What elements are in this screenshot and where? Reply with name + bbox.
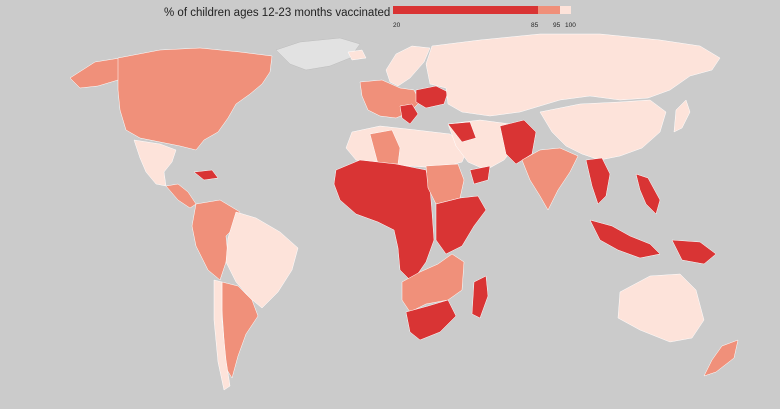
region-southern-africa-low [405,299,457,341]
region-west-central-africa [333,159,435,283]
legend-segment-low [393,6,538,14]
region-southeast-asia [585,157,611,205]
region-afghanistan-pakistan [499,119,537,165]
region-new-zealand [703,339,739,377]
region-greenland [275,37,361,71]
region-russia [425,33,721,117]
legend-tick-100: 100 [565,22,576,29]
region-chile [213,279,231,391]
legend-title: % of children ages 12-23 months vaccinat… [164,7,391,19]
legend-tick-85: 85 [531,22,539,29]
region-east-africa [435,195,487,255]
region-australia [617,273,705,343]
region-southern-africa-mid [401,253,465,313]
region-algeria [369,129,401,165]
region-syria-iraq [447,121,477,143]
region-scandinavia [385,45,431,87]
legend-tick-95: 95 [553,22,561,29]
region-caribbean [193,169,219,181]
region-central-america [165,183,197,209]
region-north-america [117,47,273,151]
region-papua [671,239,717,265]
region-yemen [469,165,491,185]
region-balkans [399,103,419,125]
legend-segment-mid [537,6,560,14]
region-indonesia [589,219,661,259]
region-southern-cone [221,281,259,379]
region-india [521,147,579,211]
region-ukraine [415,85,449,109]
legend-segment-high [559,6,571,14]
region-philippines [635,173,661,215]
region-iceland [347,49,367,61]
region-sudan [425,163,465,205]
region-madagascar [471,275,489,319]
region-mexico [133,139,177,187]
region-japan [673,99,691,133]
region-china [539,99,667,161]
region-brazil [225,211,299,309]
legend-tick-20: 20 [393,22,401,29]
legend-color-bar: 20 85 95 100 [393,6,576,29]
